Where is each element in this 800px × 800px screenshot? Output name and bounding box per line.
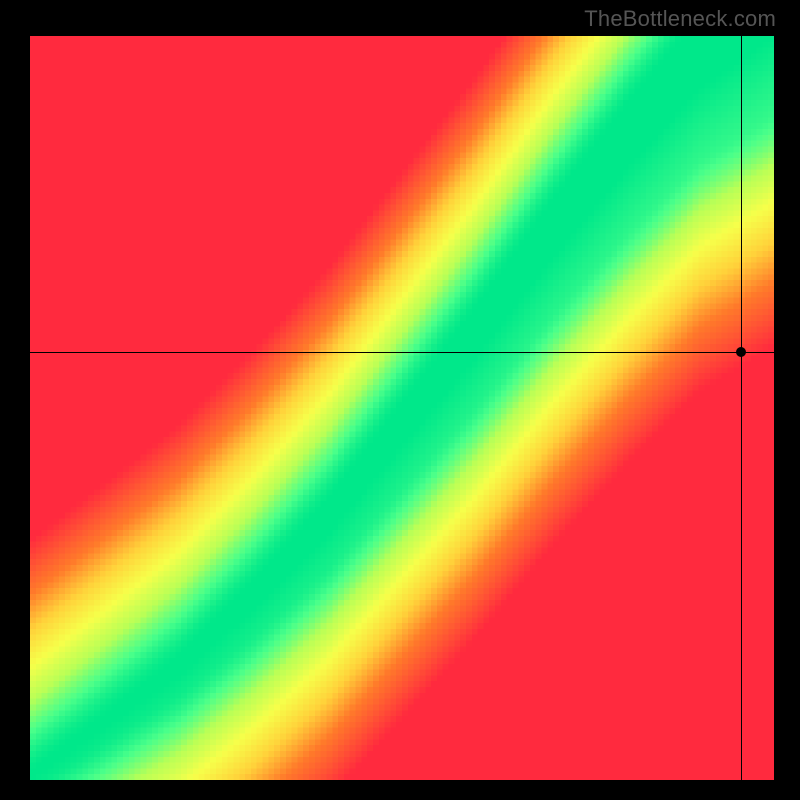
crosshair-vertical (741, 36, 742, 780)
crosshair-horizontal (30, 352, 774, 353)
watermark-text: TheBottleneck.com (584, 6, 776, 32)
bottleneck-heatmap (30, 36, 774, 780)
heatmap-canvas (30, 36, 774, 780)
selection-marker (736, 347, 746, 357)
